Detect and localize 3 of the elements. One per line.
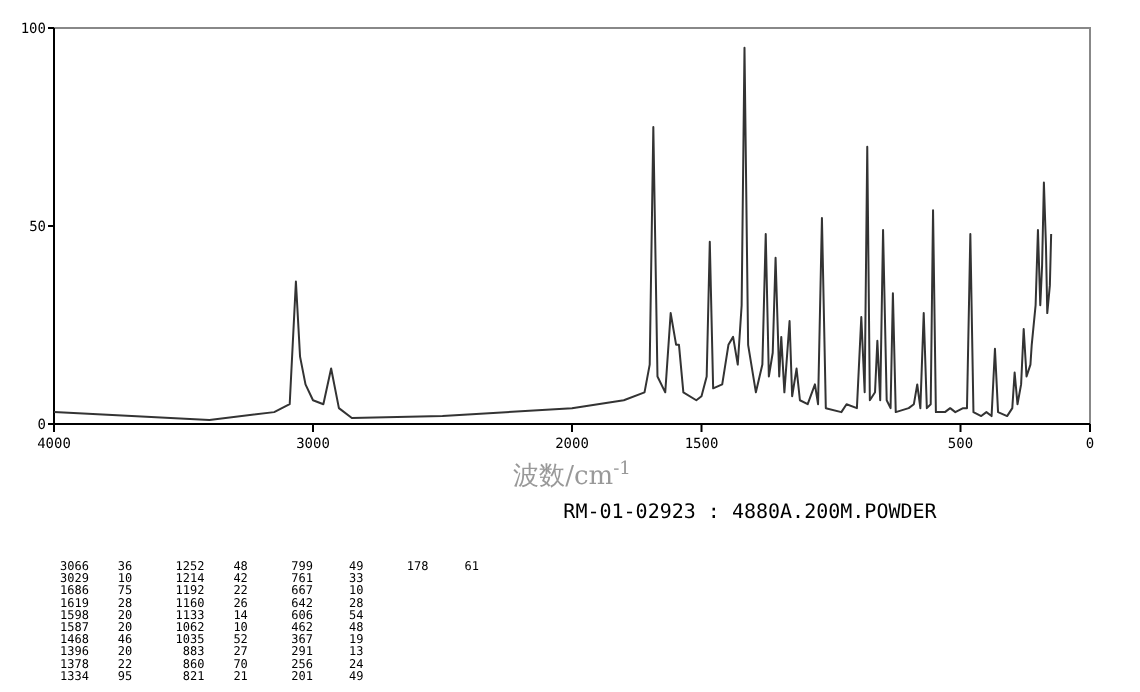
text: RM-01-02923 : 4880A.200M.POWDER	[563, 502, 939, 524]
x-axis-title: 波数/cm$^{-1}$	[513, 460, 631, 492]
line-series	[53, 46, 1053, 422]
